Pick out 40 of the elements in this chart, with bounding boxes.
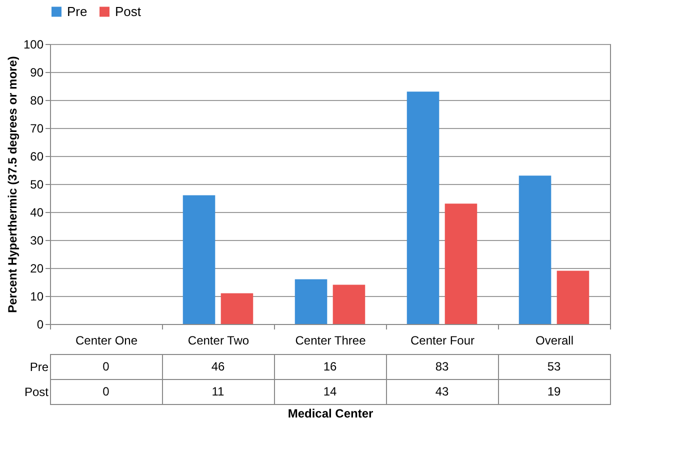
data-label: 0 bbox=[102, 360, 110, 374]
data-label: 16 bbox=[323, 360, 337, 374]
bar bbox=[518, 176, 552, 324]
data-label: 83 bbox=[435, 360, 449, 374]
data-label: 43 bbox=[435, 384, 449, 398]
y-axis-title: Percent Hyperthermic (37.5 degrees or more) bbox=[5, 56, 20, 313]
y-tick-label: 0 bbox=[36, 318, 44, 332]
data-label: 14 bbox=[323, 384, 337, 398]
data-label: 53 bbox=[547, 360, 561, 374]
bar bbox=[444, 204, 478, 324]
legend-label: Pre bbox=[67, 4, 88, 19]
data-label: 11 bbox=[212, 384, 225, 398]
x-tick-label: Overall bbox=[535, 334, 574, 348]
bar bbox=[294, 279, 328, 324]
x-tick-label: Center Four bbox=[410, 334, 475, 348]
y-tick-label: 100 bbox=[23, 38, 44, 52]
y-tick-label: 70 bbox=[30, 122, 44, 136]
text: Pre bbox=[30, 360, 48, 374]
bar bbox=[556, 270, 590, 324]
y-tick-label: 10 bbox=[30, 290, 44, 304]
data-label: 0 bbox=[102, 384, 110, 398]
data-label: 19 bbox=[547, 384, 561, 398]
y-tick-label: 80 bbox=[30, 94, 44, 108]
y-tick-label: 90 bbox=[30, 66, 44, 80]
y-tick-label: 20 bbox=[30, 262, 44, 276]
text: Post bbox=[24, 385, 48, 399]
y-tick-label: 60 bbox=[30, 150, 44, 164]
bar bbox=[182, 195, 216, 324]
x-tick-label: Center Two bbox=[188, 334, 250, 348]
bar bbox=[332, 284, 366, 324]
data-label: 46 bbox=[211, 360, 225, 374]
y-tick-label: 30 bbox=[30, 234, 44, 248]
y-tick-label: 40 bbox=[30, 206, 44, 220]
y-tick-label: 50 bbox=[30, 178, 44, 192]
bar bbox=[220, 293, 254, 324]
x-tick-label: Center Three bbox=[295, 334, 366, 348]
x-axis-title: Medical Center bbox=[288, 406, 374, 420]
x-tick-label: Center One bbox=[75, 334, 138, 348]
legend-label: Post bbox=[115, 4, 142, 19]
bar bbox=[406, 92, 440, 324]
